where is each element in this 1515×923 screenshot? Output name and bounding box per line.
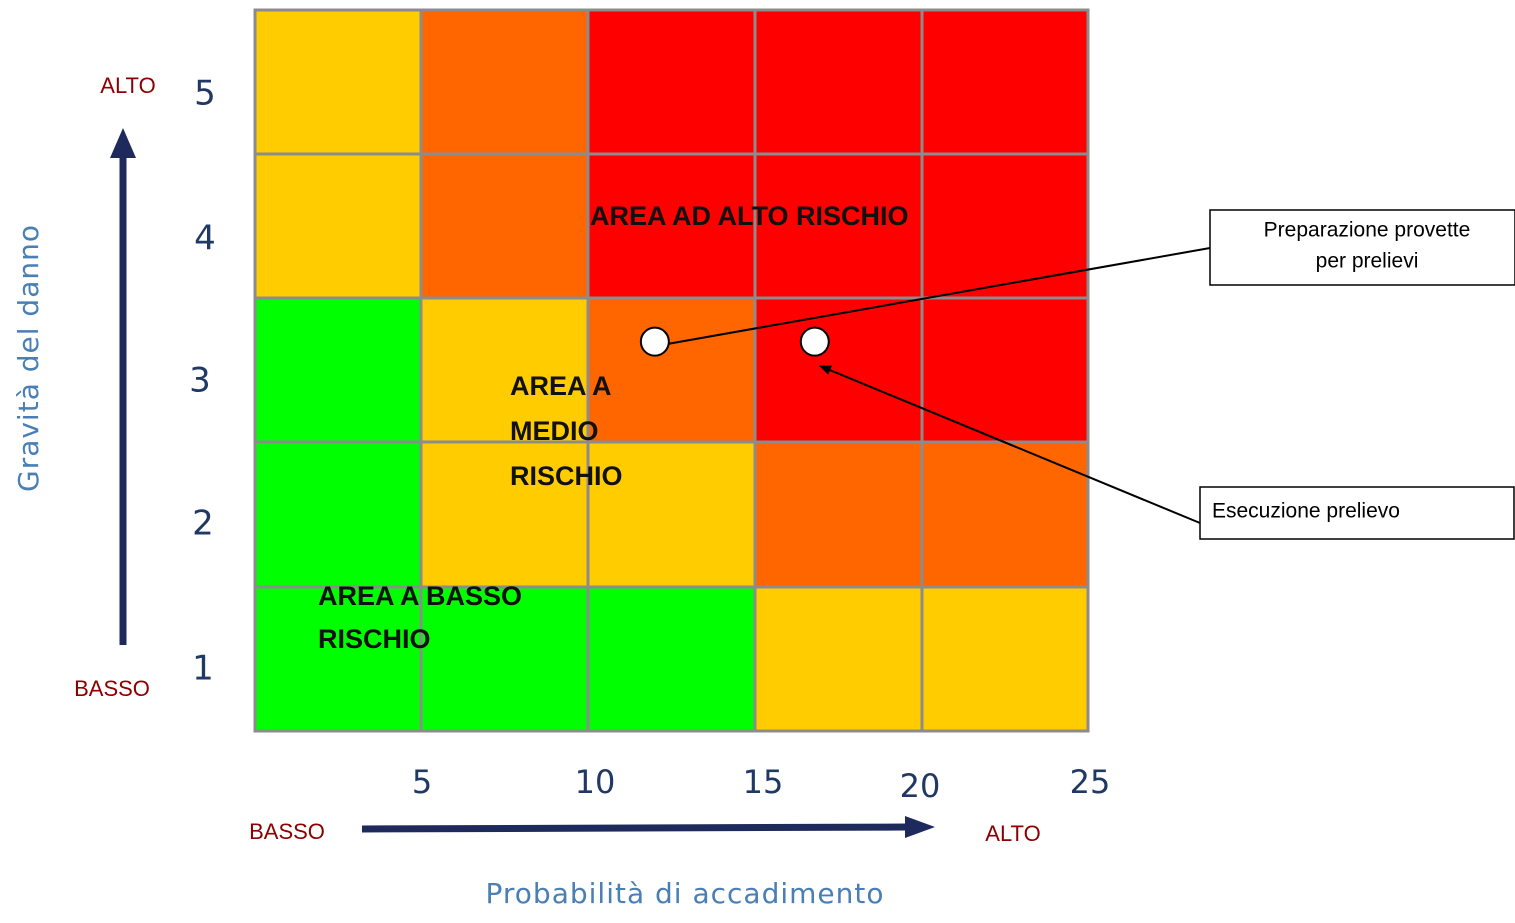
y-axis-title: Gravità del danno <box>12 224 45 492</box>
area-medium-risk-label: AREA A <box>510 371 612 401</box>
leader-arrow-esecuzione <box>819 365 1201 524</box>
risk-cell-r5-c4 <box>753 8 924 156</box>
risk-cell-r1-c2 <box>419 585 590 733</box>
risk-cell-r4-c5 <box>920 152 1090 300</box>
x-axis-low-label: BASSO <box>249 819 325 844</box>
data-point-esecuzione <box>799 326 830 357</box>
y-tick-label: 4 <box>194 219 216 259</box>
risk-cell-r4-c1 <box>253 152 423 300</box>
y-tick-label: 2 <box>192 504 214 544</box>
y-axis-high-label: ALTO <box>100 73 155 98</box>
risk-cell-r1-c5 <box>920 585 1090 733</box>
risk-cell-r1-c1 <box>253 585 423 733</box>
y-axis-low-label: BASSO <box>74 676 150 701</box>
risk-cell-r4-c2 <box>419 152 590 300</box>
risk-cell-r3-c4 <box>753 296 924 444</box>
risk-cell-r3-c1 <box>253 296 423 444</box>
x-axis-arrow-head <box>905 816 935 838</box>
y-tick-label: 5 <box>194 74 216 114</box>
risk-cell-r2-c1 <box>253 440 423 589</box>
data-point-preparazione <box>639 326 670 357</box>
x-axis-arrow-shaft <box>361 823 909 833</box>
risk-cell-r5-c5 <box>920 8 1090 156</box>
callout-text: Preparazione provette <box>1264 219 1471 242</box>
y-tick-label: 3 <box>189 361 211 401</box>
risk-cell-r4-c3 <box>586 152 757 300</box>
y-axis-arrow-head <box>110 128 136 158</box>
x-axis-title: Probabilità di accadimento <box>486 877 885 910</box>
chart-overlay: 1 2 3 4 5 5 10 15 20 25 ALTO BASSO BASSO ALTO Gravità … <box>12 73 1515 910</box>
area-low-risk-label: AREA A BASSO <box>318 581 522 611</box>
risk-cell-r3-c3 <box>586 296 757 444</box>
area-medium-risk-label: MEDIO <box>510 416 599 446</box>
risk-cell-r2-c5 <box>920 440 1090 589</box>
risk-cell-r2-c4 <box>753 440 924 589</box>
risk-grid <box>253 8 1090 733</box>
risk-cell-r5-c3 <box>586 8 757 156</box>
x-tick-label: 15 <box>743 763 784 801</box>
x-axis-high-label: ALTO <box>985 821 1040 846</box>
callout-text: Esecuzione prelievo <box>1212 500 1400 523</box>
area-low-risk-label: RISCHIO <box>318 624 431 654</box>
callout-box-esecuzione <box>1199 486 1515 540</box>
x-tick-label: 25 <box>1070 763 1111 801</box>
risk-cell-r3-c5 <box>920 296 1090 444</box>
leader-arrow-preparazione <box>655 247 1211 350</box>
risk-cell-r1-c4 <box>753 585 924 733</box>
risk-cell-r5-c1 <box>253 8 423 156</box>
x-tick-label: 10 <box>575 763 616 801</box>
x-tick-label: 20 <box>900 767 941 805</box>
callout-box-preparazione <box>1209 209 1515 286</box>
risk-cell-r4-c4 <box>753 152 924 300</box>
x-tick-label: 5 <box>412 763 432 801</box>
risk-cell-r5-c2 <box>419 8 590 156</box>
y-tick-label: 1 <box>192 649 214 689</box>
callout-text: per prelievi <box>1316 250 1419 273</box>
area-medium-risk-label: RISCHIO <box>510 461 623 491</box>
risk-cell-r1-c3 <box>586 585 757 733</box>
risk-cell-r3-c2 <box>419 296 590 444</box>
area-high-risk-label: AREA AD ALTO RISCHIO <box>590 201 909 231</box>
